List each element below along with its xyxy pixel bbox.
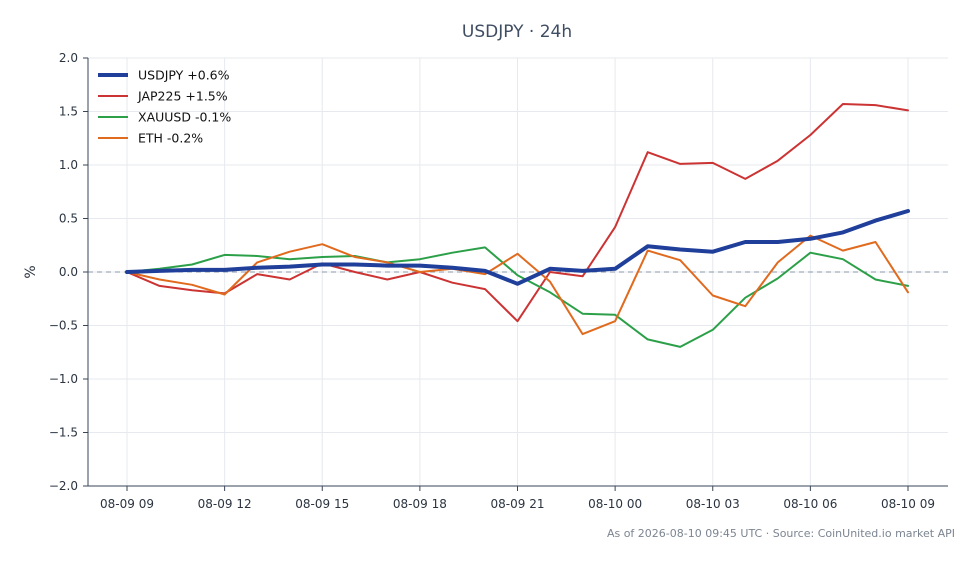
- x-tick-label: 08-10 06: [783, 497, 837, 511]
- y-tick-label: 0.5: [59, 212, 78, 226]
- series-line-jap225: [126, 103, 909, 323]
- series-layer: [125, 103, 910, 348]
- x-tick-label: 08-10 03: [686, 497, 740, 511]
- y-tick-label: 0.0: [59, 265, 78, 279]
- legend-label-usdjpy: USDJPY +0.6%: [138, 68, 230, 83]
- legend-label-eth: ETH -0.2%: [138, 131, 203, 146]
- y-tick-label: −0.5: [49, 319, 78, 333]
- y-axis-ticks: −2.0 −1.5 −1.0 −0.5 0.0 0.5 1.0 1.5 2.0: [49, 51, 88, 493]
- y-tick-label: 1.0: [59, 158, 78, 172]
- y-tick-label: 2.0: [59, 51, 78, 65]
- legend-label-jap225: JAP225 +1.5%: [137, 89, 228, 104]
- x-tick-label: 08-10 00: [588, 497, 642, 511]
- x-axis-ticks: 08-09 09 08-09 12 08-09 15 08-09 18 08-09 21…: [100, 486, 935, 511]
- y-axis-label: %: [23, 265, 39, 278]
- chart-title: USDJPY · 24h: [462, 22, 572, 42]
- series-line-usdjpy: [125, 209, 910, 286]
- x-tick-label: 08-09 18: [393, 497, 447, 511]
- y-tick-label: −1.0: [49, 372, 78, 386]
- x-tick-label: 08-09 15: [295, 497, 349, 511]
- y-tick-label: −1.5: [49, 426, 78, 440]
- x-tick-label: 08-09 12: [198, 497, 252, 511]
- y-tick-label: −2.0: [49, 479, 78, 493]
- x-tick-label: 08-09 09: [100, 497, 154, 511]
- series-line-eth: [126, 234, 909, 336]
- legend: USDJPY +0.6% JAP225 +1.5% XAUUSD -0.1% ETH …: [98, 68, 231, 146]
- x-tick-label: 08-10 09: [881, 497, 935, 511]
- legend-label-xauusd: XAUUSD -0.1%: [138, 110, 231, 125]
- source-footer: As of 2026-08-10 09:45 UTC · Source: Coi…: [607, 527, 955, 540]
- x-tick-label: 08-09 21: [491, 497, 545, 511]
- series-line-xauusd: [126, 246, 909, 348]
- y-tick-label: 1.5: [59, 105, 78, 119]
